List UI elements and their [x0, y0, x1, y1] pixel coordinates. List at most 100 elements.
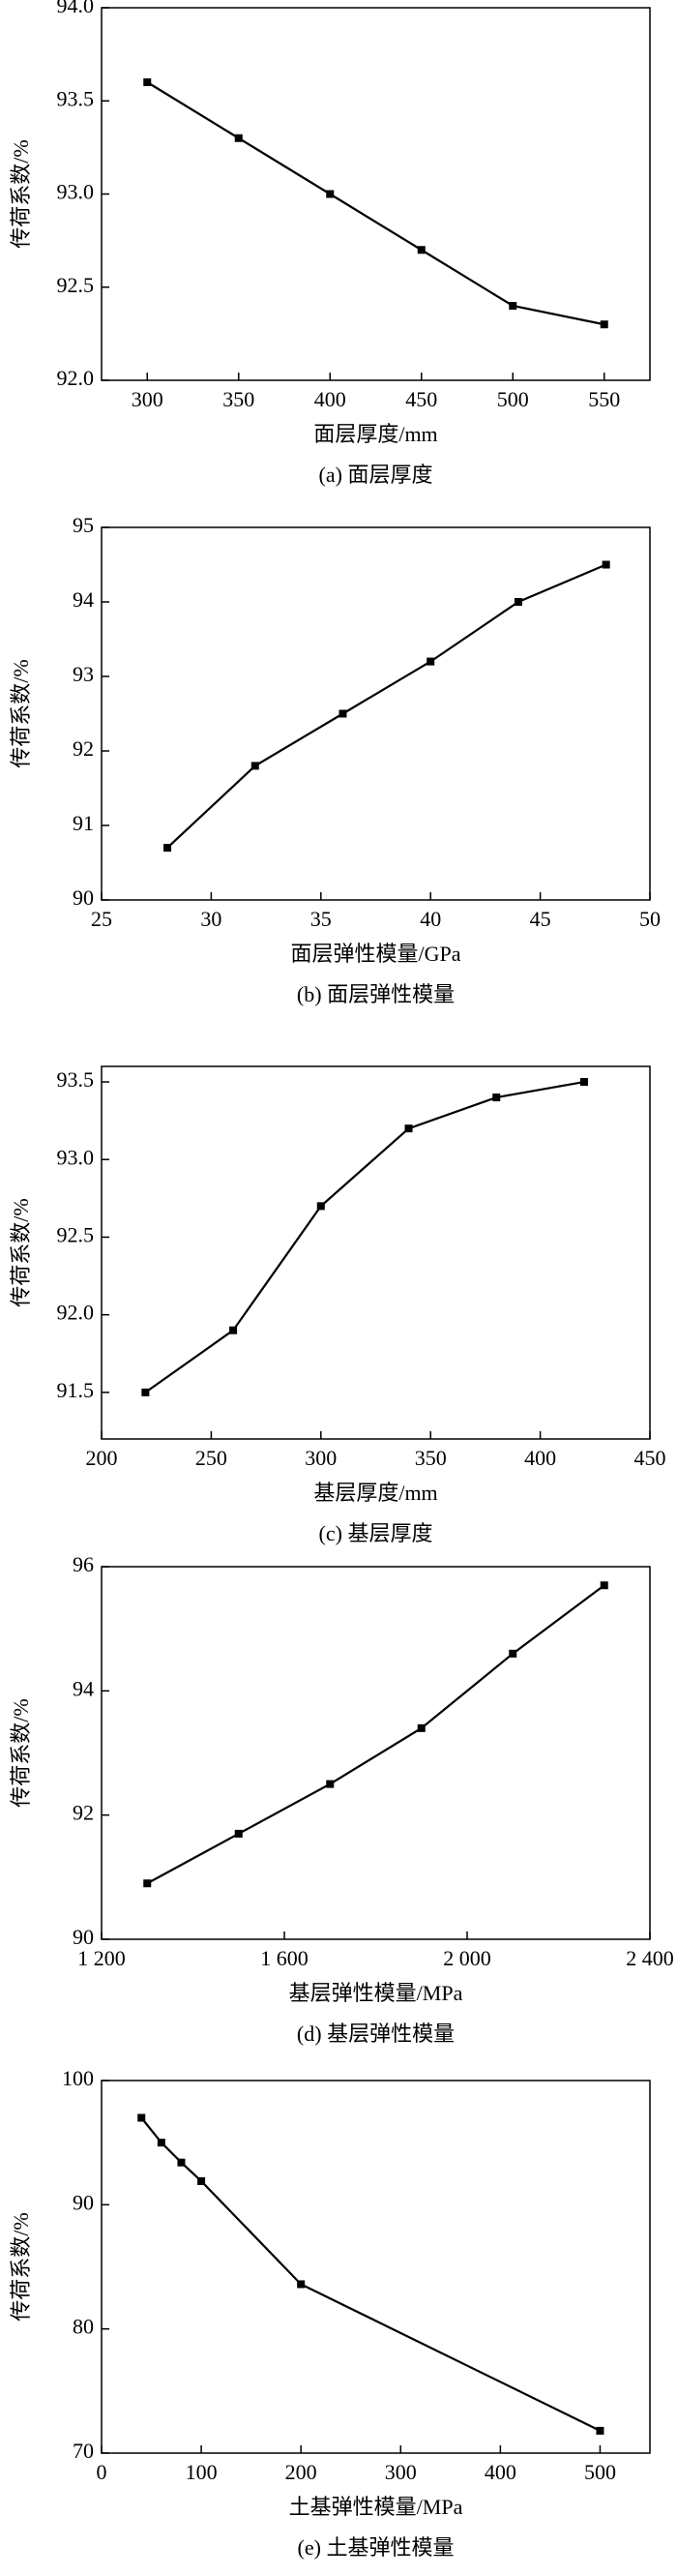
- data-point: [600, 1581, 608, 1590]
- data-point: [326, 190, 335, 198]
- plot-frame: [101, 526, 651, 901]
- data-point: [297, 2280, 306, 2289]
- chart-panel: 300 350 400 450 500 550 92.0 92.5 93.0 93.5 94.0 面层…: [9, 0, 651, 487]
- y-axis-label: 传荷系数/%: [9, 659, 33, 767]
- plot-frame: [101, 7, 651, 381]
- y-tick-label: 92: [73, 736, 94, 761]
- data-point: [163, 844, 172, 853]
- x-tick-label: 200: [86, 1446, 118, 1470]
- y-tick-label: 93: [73, 662, 94, 686]
- chart-panel: 0 100 200 300 400 500 70 80 90 100 土基弹性模量/MPa (e) 土…: [9, 2066, 651, 2560]
- x-axis-label: 面层厚度/mm: [313, 422, 437, 446]
- data-point: [229, 1326, 238, 1334]
- x-tick-label: 35: [310, 907, 332, 931]
- x-tick-label: 500: [497, 387, 529, 411]
- caption: (c) 基层厚度: [319, 1521, 433, 1545]
- y-tick-label: 91.5: [57, 1378, 95, 1402]
- data-point: [404, 1124, 413, 1133]
- data-line: [140, 2116, 601, 2432]
- y-tick-label: 92.0: [57, 1301, 95, 1325]
- data-point: [338, 709, 347, 718]
- x-tick-label: 300: [305, 1446, 337, 1470]
- x-tick-label: 400: [485, 2460, 516, 2484]
- data-point: [427, 657, 435, 666]
- y-tick-label: 95: [73, 513, 94, 537]
- data-point: [596, 2426, 604, 2435]
- x-axis-label: 面层弹性模量/GPa: [290, 942, 460, 966]
- x-tick-label: 0: [97, 2460, 107, 2484]
- y-tick-label: 92.0: [57, 366, 95, 390]
- y-tick-label: 92.5: [57, 273, 95, 297]
- data-point: [602, 560, 610, 569]
- data-point: [234, 1829, 243, 1838]
- x-tick-label: 400: [314, 387, 346, 411]
- data-line: [146, 1584, 605, 1885]
- data-point: [417, 246, 426, 255]
- x-tick-label: 50: [639, 907, 661, 931]
- x-tick-label: 1 200: [77, 1946, 126, 1970]
- chart-panel: 25 30 35 40 45 50 90 91 92 93 94 95 面层弹性模量/GPa (b) 面层…: [9, 513, 661, 1006]
- y-tick-label: 93.5: [57, 1067, 95, 1092]
- data-point: [509, 302, 517, 310]
- data-point: [579, 1078, 588, 1087]
- y-tick-label: 94: [73, 1676, 94, 1700]
- y-tick-label: 96: [73, 1552, 94, 1576]
- data-point: [141, 1388, 150, 1396]
- plot-frame: [101, 1065, 651, 1440]
- data-line: [144, 1080, 585, 1393]
- y-tick-label: 91: [73, 811, 94, 835]
- plot-frame: [101, 2080, 651, 2454]
- x-tick-label: 30: [200, 907, 221, 931]
- x-axis-label: 土基弹性模量/MPa: [289, 2495, 463, 2519]
- data-line: [166, 563, 607, 849]
- y-tick-label: 100: [62, 2066, 94, 2090]
- x-tick-label: 25: [91, 907, 112, 931]
- y-axis-label: 传荷系数/%: [9, 139, 33, 248]
- y-tick-label: 93.5: [57, 86, 95, 110]
- caption: (d) 基层弹性模量: [297, 2022, 455, 2046]
- x-tick-label: 45: [530, 907, 551, 931]
- data-point: [157, 2139, 165, 2147]
- data-point: [316, 1202, 325, 1211]
- x-tick-label: 40: [420, 907, 441, 931]
- data-point: [514, 598, 522, 606]
- y-tick-label: 94: [73, 587, 94, 612]
- caption: (a) 面层厚度: [319, 463, 433, 487]
- x-tick-label: 200: [285, 2460, 317, 2484]
- data-point: [326, 1780, 335, 1788]
- x-tick-label: 2 000: [443, 1946, 491, 1970]
- y-tick-label: 90: [73, 1925, 94, 1949]
- x-tick-label: 550: [588, 387, 620, 411]
- y-axis-label: 传荷系数/%: [9, 2212, 33, 2321]
- y-axis-label: 传荷系数/%: [9, 1198, 33, 1306]
- caption: (e) 土基弹性模量: [298, 2535, 455, 2560]
- y-tick-label: 93.0: [57, 180, 95, 204]
- y-tick-label: 92: [73, 1801, 94, 1825]
- x-axis-label: 基层厚度/mm: [313, 1481, 437, 1505]
- data-point: [492, 1093, 501, 1102]
- y-tick-label: 90: [73, 885, 94, 910]
- chart-panel: 200 250 300 350 400 450 91.5 92.0 92.5 93.0 93.5 基层…: [9, 1065, 666, 1545]
- data-point: [197, 2176, 206, 2185]
- x-tick-label: 500: [584, 2460, 616, 2484]
- data-point: [143, 1879, 152, 1888]
- caption: (b) 面层弹性模量: [297, 982, 455, 1006]
- plot-frame: [101, 1566, 651, 1940]
- chart-panel: 1 200 1 600 2 000 2 400 90 92 94 96 基层弹性模量/MPa (d…: [9, 1552, 674, 2046]
- data-line: [146, 81, 604, 326]
- x-tick-label: 250: [195, 1446, 227, 1470]
- data-point: [600, 320, 608, 329]
- data-point: [509, 1649, 517, 1658]
- x-tick-label: 1 600: [260, 1946, 309, 1970]
- x-axis-label: 基层弹性模量/MPa: [289, 1981, 463, 2005]
- y-tick-label: 93.0: [57, 1145, 95, 1169]
- x-tick-label: 350: [415, 1446, 447, 1470]
- y-tick-label: 80: [73, 2315, 94, 2339]
- y-tick-label: 94.0: [57, 0, 95, 17]
- x-tick-label: 2 400: [626, 1946, 674, 1970]
- data-point: [234, 134, 243, 142]
- y-tick-label: 90: [73, 2190, 94, 2214]
- data-point: [250, 762, 259, 770]
